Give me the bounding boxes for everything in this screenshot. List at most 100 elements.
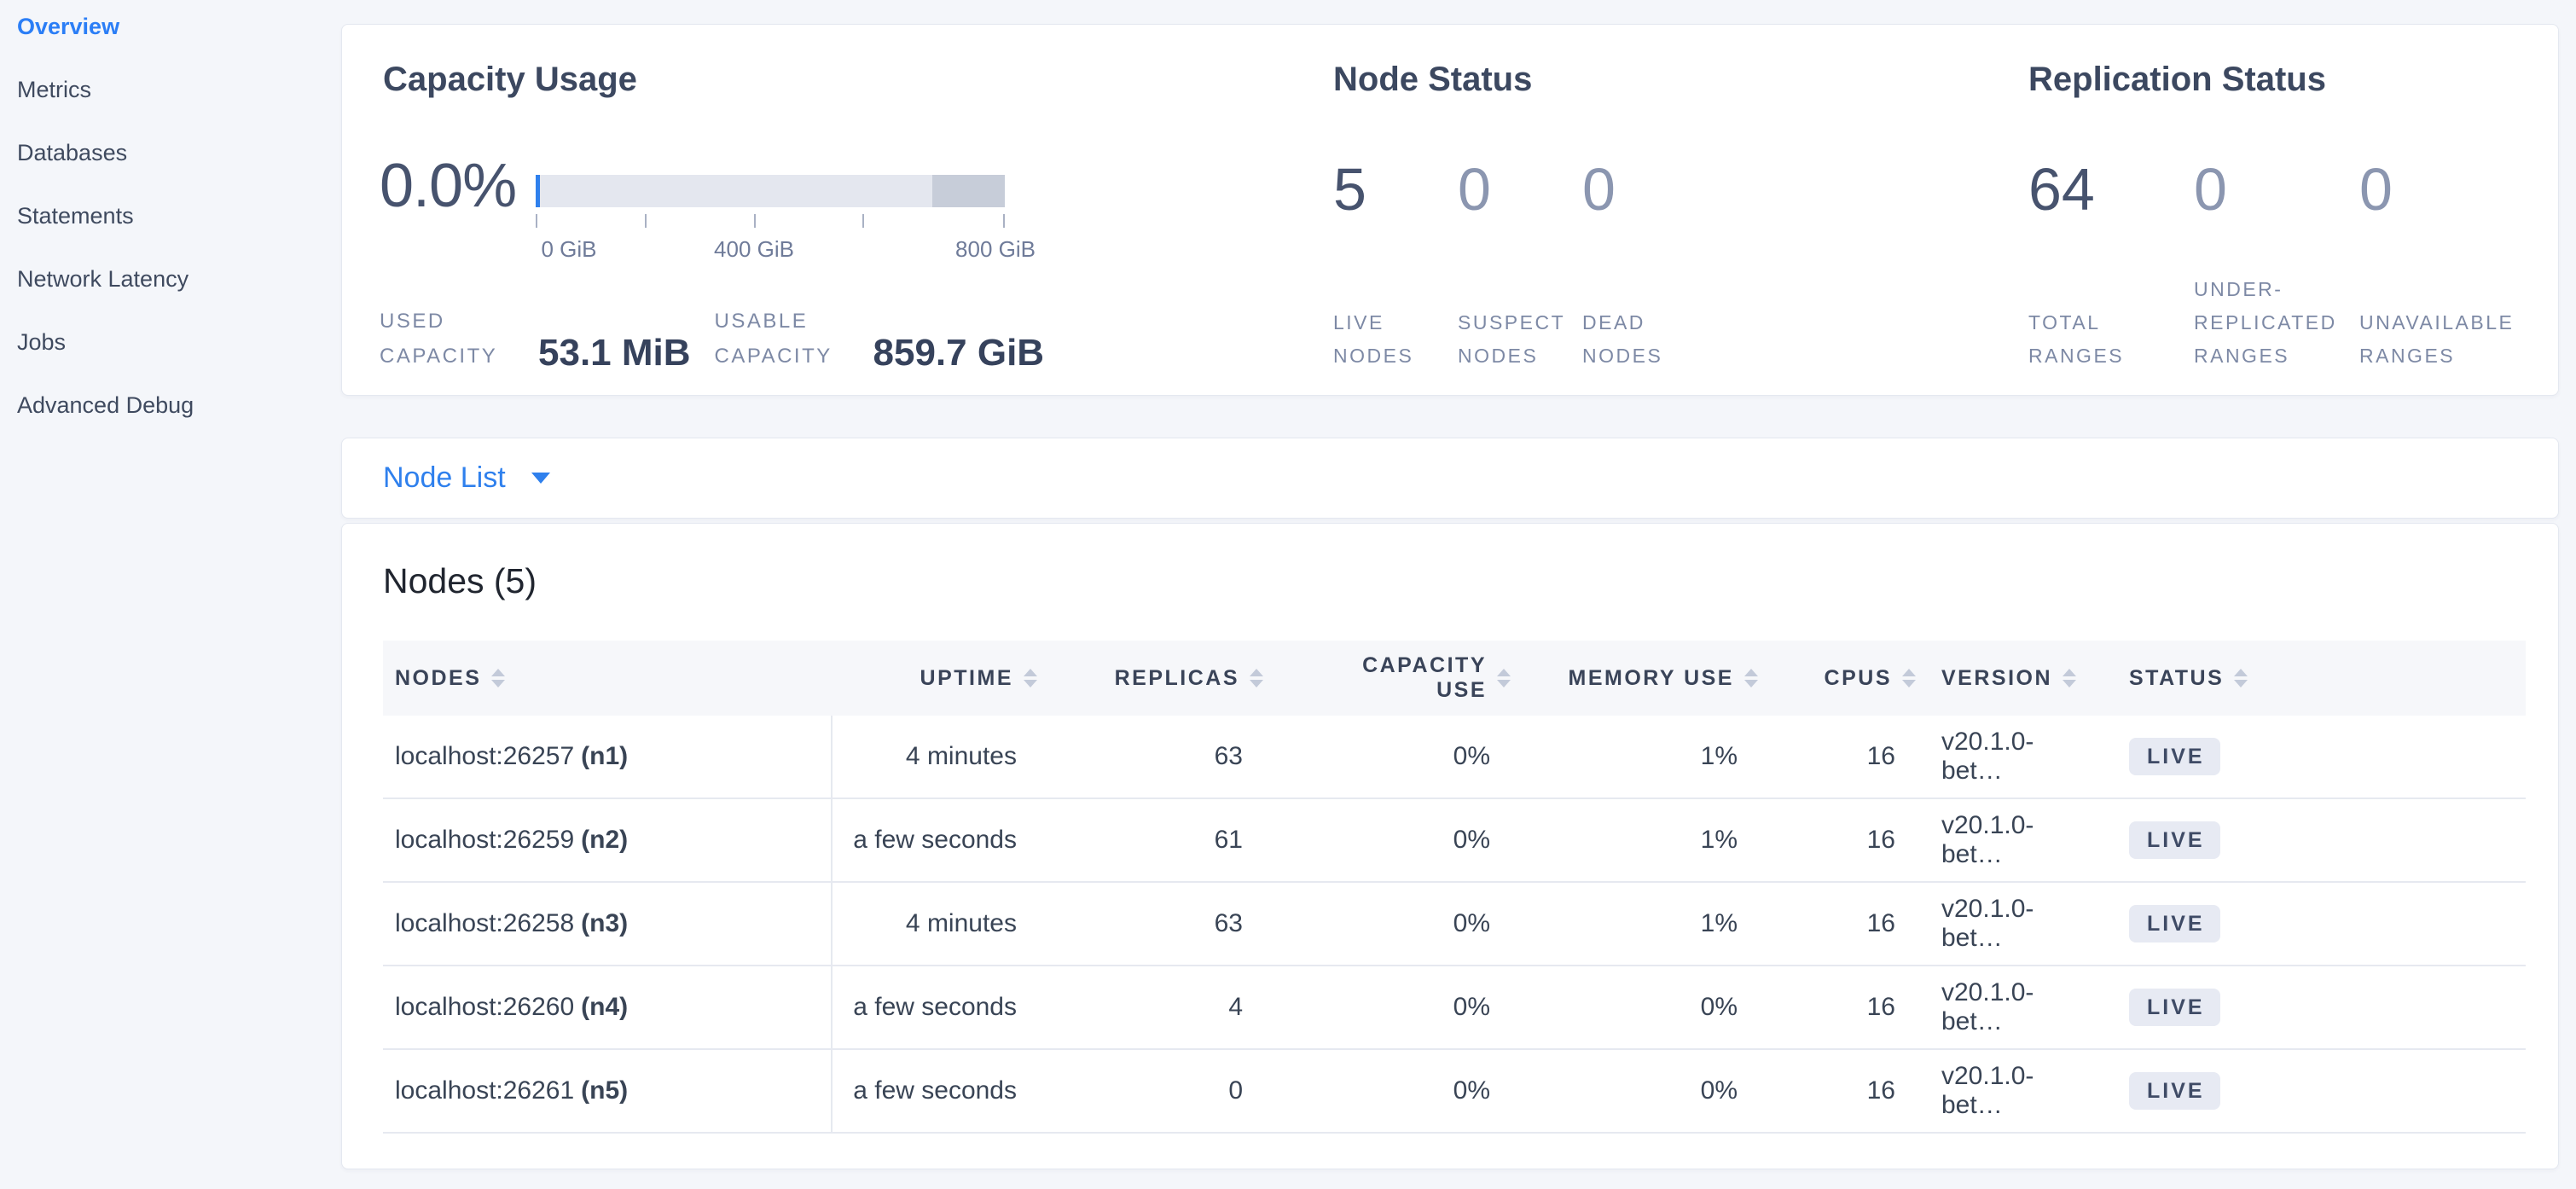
capacity-usage-title: Capacity Usage [383,61,637,98]
cpus-cell-value: 16 [1866,1076,1895,1105]
memory-use-cell: 0% [1511,1050,1758,1132]
uptime-cell: 4 minutes [833,716,1037,798]
status-cell: LIVE [2095,1050,2526,1132]
version-value: v20.1.0-bet… [1941,895,2034,952]
capacity-use-cell: 0% [1263,883,1511,965]
column-header-version[interactable]: VERSION [1916,641,2095,716]
table-row[interactable]: localhost:26261 (n5) a few seconds 0 0% 0% 16 v… [383,1050,2526,1134]
table-row[interactable]: localhost:26259 (n2) a few seconds 61 0% 1% 16… [383,799,2526,883]
memory-use-cell-value: 1% [1700,909,1738,937]
replicas-cell: 61 [1037,799,1263,881]
sort-icon [1024,669,1037,687]
version-value: v20.1.0-bet… [1941,811,2034,868]
memory-use-cell: 0% [1511,966,1758,1048]
stat-label: DEAD NODES [1582,310,1663,367]
capacity-use-cell-value: 0% [1453,826,1490,854]
uptime-cell: a few seconds [833,1050,1037,1132]
sidebar-item-jobs[interactable]: Jobs [17,329,67,355]
axis-tick-label: 0 GiB [541,236,597,262]
node-list-dropdown[interactable]: Node List [342,438,2558,518]
status-badge: LIVE [2129,821,2220,859]
sort-icon [2234,669,2248,687]
capacity-use-cell-value: 0% [1453,993,1490,1021]
column-header-cpus[interactable]: CPUS [1758,641,1916,716]
column-header-label: VERSION [1941,665,2053,690]
node-address-cell: localhost:26261 (n5) [383,1050,833,1132]
replicas-cell-value: 0 [1228,1076,1243,1105]
column-header-uptime[interactable]: UPTIME [833,641,1037,716]
capacity-use-cell: 0% [1263,1050,1511,1132]
version-value: v20.1.0-bet… [1941,978,2034,1035]
node-address: localhost:26261 [395,1076,575,1105]
stat-value: 0 [1458,156,1491,223]
axis-tick-label: 800 GiB [955,236,1036,262]
nodes-table-body: localhost:26257 (n1) 4 minutes 63 0% 1% 16 v20.… [383,716,2526,1134]
cpus-cell: 16 [1758,1050,1916,1132]
column-header-memory-use[interactable]: MEMORY USE [1511,641,1758,716]
sidebar-item-overview[interactable]: Overview [17,14,120,39]
stat-value: 64 [2028,156,2095,223]
stat-label: UNAVAILABLE RANGES [2359,310,2515,367]
table-row[interactable]: localhost:26257 (n1) 4 minutes 63 0% 1% 16 v20.… [383,716,2526,799]
node-address: localhost:26260 [395,993,575,1021]
sidebar-item-metrics[interactable]: Metrics [17,77,91,102]
table-row[interactable]: localhost:26260 (n4) a few seconds 4 0% 0% 16 v… [383,966,2526,1050]
capacity-axis-ticks [536,214,1005,229]
cpus-cell-value: 16 [1866,826,1895,854]
sidebar: Overview Metrics Databases Statements Networ… [0,0,339,454]
node-address-cell: localhost:26260 (n4) [383,966,833,1048]
unavailable-ranges-stat: 0 UNAVAILABLE RANGES [2359,160,2525,373]
node-status-title: Node Status [1333,61,1533,98]
under-replicated-ranges-stat: 0 UNDER-REPLICATED RANGES [2194,160,2359,373]
version-cell: v20.1.0-bet… [1916,1050,2095,1132]
column-header-label: CAPACITY USE [1362,653,1487,702]
capacity-used-percent: 0.0% [380,152,517,220]
used-capacity-value: 53.1 MiB [538,332,691,374]
axis-tick [645,214,647,228]
cpus-cell: 16 [1758,716,1916,798]
dead-nodes-stat: 0 DEAD NODES [1582,160,1707,373]
version-cell: v20.1.0-bet… [1916,966,2095,1048]
memory-use-cell: 1% [1511,799,1758,881]
replicas-cell-value: 63 [1214,909,1243,937]
nodes-section-title: Nodes (5) [383,561,537,600]
column-header-nodes[interactable]: NODES [383,641,833,716]
memory-use-cell-value: 0% [1700,993,1738,1021]
capacity-use-cell-value: 0% [1453,909,1490,937]
memory-use-cell: 1% [1511,883,1758,965]
node-list-dropdown-label: Node List [383,461,506,494]
column-header-capacity-use[interactable]: CAPACITY USE [1263,641,1511,716]
axis-tick [1003,214,1005,228]
usable-capacity-value: 859.7 GiB [873,332,1045,374]
capacity-stats: USED CAPACITY 53.1 MiB USABLE CAPACITY 8… [380,304,1044,374]
sidebar-item-databases[interactable]: Databases [17,140,128,165]
replicas-cell: 4 [1037,966,1263,1048]
table-row[interactable]: localhost:26258 (n3) 4 minutes 63 0% 1% 16 v20.… [383,883,2526,966]
uptime-cell-value: 4 minutes [905,742,1017,770]
sidebar-item-advanced-debug[interactable]: Advanced Debug [17,392,194,418]
uptime-cell: 4 minutes [833,883,1037,965]
cpus-cell-value: 16 [1866,909,1895,937]
nodes-table: NODES UPTIME REPLICAS CAPACITY USE MEMORY US… [383,641,2526,1134]
capacity-usage-bar [536,175,1005,207]
sidebar-item-network-latency[interactable]: Network Latency [17,266,189,292]
replicas-cell: 63 [1037,716,1263,798]
replicas-cell-value: 4 [1228,993,1243,1021]
column-header-status[interactable]: STATUS [2095,641,2526,716]
column-header-label: NODES [395,665,482,690]
status-cell: LIVE [2095,799,2526,881]
uptime-cell-value: a few seconds [853,826,1017,854]
sidebar-item-statements[interactable]: Statements [17,203,134,229]
node-id: (n5) [581,1076,629,1105]
version-value: v20.1.0-bet… [1941,728,2034,785]
sort-icon [1497,669,1511,687]
version-value: v20.1.0-bet… [1941,1062,2034,1119]
uptime-cell: a few seconds [833,799,1037,881]
stat-label: SUSPECT NODES [1458,310,1565,367]
column-header-replicas[interactable]: REPLICAS [1037,641,1263,716]
axis-tick [754,214,756,228]
version-cell: v20.1.0-bet… [1916,716,2095,798]
replication-status-title: Replication Status [2028,61,2326,98]
status-badge: LIVE [2129,1072,2220,1110]
